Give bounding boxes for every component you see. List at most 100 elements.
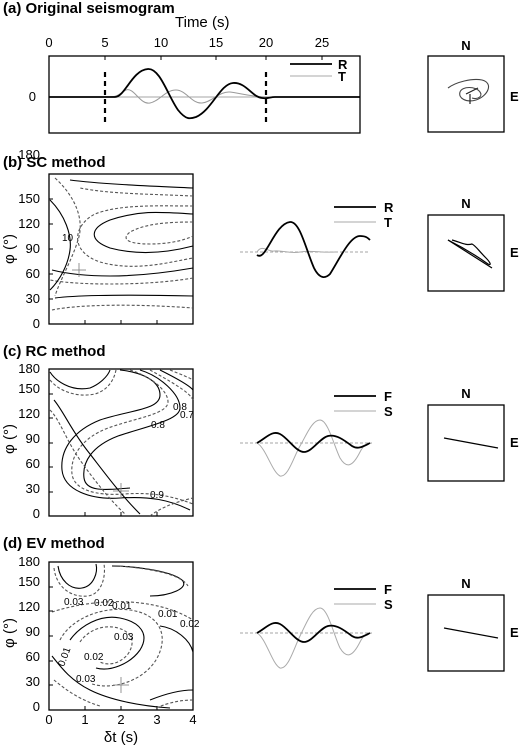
contour-label: 0.02 xyxy=(84,652,104,663)
tick-label: 120 xyxy=(18,599,40,614)
tick-label: 180 xyxy=(18,554,40,569)
legend-label: S xyxy=(384,404,393,419)
panel-c-particle-motion: N E xyxy=(427,386,519,482)
panel-c-ylabel: φ (°) xyxy=(1,424,18,454)
tick-label: 0 xyxy=(45,712,52,727)
compass-north: N xyxy=(461,196,470,211)
panel-b-contours xyxy=(49,177,194,311)
best-fit-marker xyxy=(113,677,129,693)
panel-d-xticks: 0 1 2 3 4 xyxy=(45,712,196,727)
compass-east: E xyxy=(510,435,519,450)
panel-b-particle-motion: N E xyxy=(427,196,519,292)
tick-label: 150 xyxy=(18,191,40,206)
panel-a-legend: R T xyxy=(290,57,348,84)
legend-label: S xyxy=(384,597,393,612)
contour-label: 0.8 xyxy=(173,402,187,413)
panel-d-ylabel: φ (°) xyxy=(1,618,18,648)
panel-c-yticks: 0 30 60 90 120 150 180 xyxy=(18,361,40,521)
tick-label: 150 xyxy=(18,574,40,589)
contour-label: 0.02 xyxy=(94,598,114,609)
panel-c-waveform: F S xyxy=(240,389,393,477)
panel-c-title: (c) RC method xyxy=(3,343,106,360)
compass-north: N xyxy=(461,386,470,401)
series-R-line xyxy=(49,68,360,120)
contour-label: 0.03 xyxy=(76,674,96,685)
panel-c-contours xyxy=(49,369,194,517)
panel-b-title: (b) SC method xyxy=(3,154,106,171)
contour-label: 0.01 xyxy=(158,609,178,620)
tick-label: 60 xyxy=(26,266,40,281)
best-fit-marker xyxy=(113,483,129,499)
tick-label: 150 xyxy=(18,381,40,396)
compass-east: E xyxy=(510,245,519,260)
contour-label: 0.01 xyxy=(112,601,132,612)
tick-label: 25 xyxy=(315,35,329,50)
panel-d-contours xyxy=(51,563,194,709)
legend-label: T xyxy=(384,215,392,230)
tick-label: 30 xyxy=(26,674,40,689)
legend-label: F xyxy=(384,582,392,597)
contour-label: 0.9 xyxy=(150,490,164,501)
panel-b-ylabel: φ (°) xyxy=(1,234,18,264)
panel-d-waveform: F S xyxy=(240,582,393,669)
legend-label: R xyxy=(384,200,394,215)
panel-a-tickmarks xyxy=(49,56,323,98)
panel-d-particle-motion: N E xyxy=(427,576,519,672)
tick-label: 90 xyxy=(26,624,40,639)
tick-label: 0 xyxy=(33,506,40,521)
tick-label: 60 xyxy=(26,456,40,471)
contour-label: 0.7 xyxy=(180,410,194,421)
panel-a-xlabel: Time (s) xyxy=(175,14,229,31)
legend-label: R xyxy=(338,57,348,72)
tick-label: 5 xyxy=(101,35,108,50)
panel-b-yticks: 0 30 60 90 120 150 180 xyxy=(18,147,40,331)
tick-label: 60 xyxy=(26,649,40,664)
panel-d-title: (d) EV method xyxy=(3,535,105,552)
legend-label: T xyxy=(338,69,346,84)
tick-label: 3 xyxy=(153,712,160,727)
compass-east: E xyxy=(510,625,519,640)
panel-a-xticks: 0 5 10 15 20 25 0 xyxy=(29,35,329,104)
tick-label: 90 xyxy=(26,431,40,446)
tick-label: 90 xyxy=(26,241,40,256)
tick-label: 0 xyxy=(29,89,36,104)
legend-label: F xyxy=(384,389,392,404)
tick-label: 30 xyxy=(26,291,40,306)
contour-label: 0.8 xyxy=(151,420,165,431)
compass-east: E xyxy=(510,89,519,104)
tick-label: 120 xyxy=(18,216,40,231)
tick-label: 0 xyxy=(33,699,40,714)
panel-d-xlabel: δt (s) xyxy=(104,729,138,746)
panel-a-particle-motion: N E xyxy=(427,38,519,133)
tick-label: 120 xyxy=(18,406,40,421)
tick-label: 20 xyxy=(259,35,273,50)
tick-label: 0 xyxy=(33,316,40,331)
panel-b: (b) SC method φ (°) 0 30 60 90 120 150 1… xyxy=(1,147,519,331)
panel-a-title: (a) Original seismogram xyxy=(3,0,175,17)
contour-label: 10 xyxy=(62,233,74,244)
tick-label: 180 xyxy=(18,361,40,376)
contour-label: 0.02 xyxy=(180,619,200,630)
panel-d: (d) EV method φ (°) 0 30 60 90 120 150 1… xyxy=(1,535,519,746)
tick-label: 1 xyxy=(81,712,88,727)
panel-d-yticks: 0 30 60 90 120 150 180 xyxy=(18,554,40,714)
contour-label: 0.03 xyxy=(114,632,134,643)
tick-label: 4 xyxy=(189,712,196,727)
tick-label: 30 xyxy=(26,481,40,496)
series-T-line xyxy=(49,89,360,104)
panel-a: (a) Original seismogram Time (s) 0 5 10 … xyxy=(3,0,519,134)
contour-label: 0.01 xyxy=(56,646,73,668)
contour-label: 0.03 xyxy=(64,597,84,608)
compass-north: N xyxy=(461,38,470,53)
tick-label: 2 xyxy=(117,712,124,727)
tick-label: 180 xyxy=(18,147,40,162)
tick-label: 10 xyxy=(154,35,168,50)
panel-b-waveform: R T xyxy=(240,200,394,278)
best-fit-marker xyxy=(72,263,86,277)
panel-a-frame xyxy=(48,55,361,134)
tick-label: 15 xyxy=(209,35,223,50)
panel-c: (c) RC method φ (°) 0 30 60 90 120 150 1… xyxy=(1,343,519,521)
compass-north: N xyxy=(461,576,470,591)
tick-label: 0 xyxy=(45,35,52,50)
